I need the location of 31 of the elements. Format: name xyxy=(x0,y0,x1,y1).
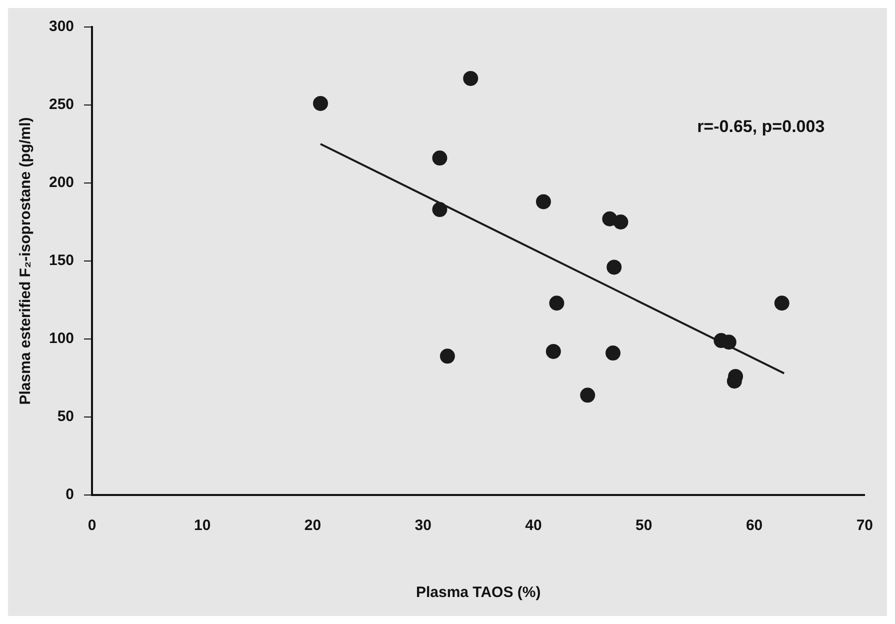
point xyxy=(313,96,328,111)
x-tick-label: 0 xyxy=(88,517,96,534)
x-tick-label: 40 xyxy=(525,517,542,534)
point xyxy=(546,344,561,359)
point xyxy=(432,150,448,166)
point xyxy=(432,202,448,218)
x-tick-label: 10 xyxy=(194,517,211,534)
y-tick-label: 250 xyxy=(48,96,74,114)
y-tick-label: 300 xyxy=(48,18,74,36)
point xyxy=(440,348,455,364)
y-tick-label: 200 xyxy=(48,174,74,192)
y-tick-label: 150 xyxy=(48,252,74,270)
point xyxy=(549,296,564,311)
point xyxy=(774,296,790,311)
point xyxy=(463,70,478,86)
point xyxy=(580,388,596,403)
y-axis-title: Plasma esterified F₂-isoprostane (pg/ml) xyxy=(17,117,34,405)
y-tick-label: 0 xyxy=(66,486,74,504)
point xyxy=(536,194,551,210)
point xyxy=(606,346,620,361)
annotation: r=-0.65, p=0.003 xyxy=(697,117,825,136)
x-tick-label: 30 xyxy=(414,517,432,534)
x-tick-label: 20 xyxy=(304,517,322,534)
x-axis-title: Plasma TAOS (%) xyxy=(416,584,541,602)
y-tick-label: 100 xyxy=(48,330,74,348)
x-tick-label: 50 xyxy=(636,517,652,534)
point xyxy=(606,260,622,275)
x-tick-label: 60 xyxy=(746,517,763,534)
y-tick-label: 50 xyxy=(57,408,74,426)
point xyxy=(613,214,628,230)
x-tick-label: 70 xyxy=(856,517,873,534)
